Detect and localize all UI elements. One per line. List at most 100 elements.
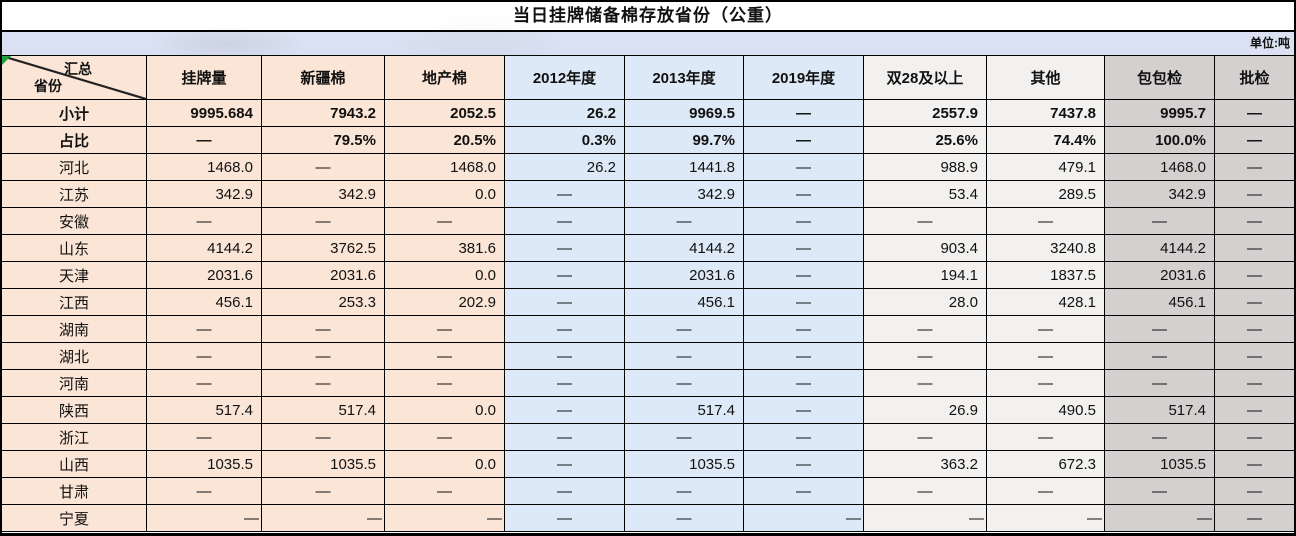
cell: — [505, 208, 625, 235]
cell: — [262, 316, 385, 343]
cell: — [147, 424, 262, 451]
cell: — [147, 505, 262, 532]
row-label: 山东 [2, 235, 147, 262]
cell: — [744, 397, 864, 424]
cell: 253.3 [262, 289, 385, 316]
cell: — [744, 478, 864, 505]
row-label: 安徽 [2, 208, 147, 235]
cell: — [1105, 424, 1215, 451]
table-row: 浙江 — — — — — — — — — — [2, 424, 1294, 451]
cell: 0.3% [505, 127, 625, 154]
cell: 2031.6 [625, 262, 744, 289]
cell: 3240.8 [987, 235, 1105, 262]
cell: — [147, 127, 262, 154]
cell: 428.1 [987, 289, 1105, 316]
cell: 9995.7 [1105, 100, 1215, 127]
cell: 4144.2 [147, 235, 262, 262]
cell: — [1215, 451, 1294, 478]
table-row: 宁夏 — — — — — — — — — — [2, 505, 1294, 532]
row-label: 河北 [2, 154, 147, 181]
column-header: 双28及以上 [864, 56, 987, 100]
cell: 342.9 [147, 181, 262, 208]
cell: — [1215, 370, 1294, 397]
cell: — [987, 478, 1105, 505]
cell: — [262, 478, 385, 505]
cell: — [987, 505, 1105, 532]
cell: 4144.2 [1105, 235, 1215, 262]
page-title: 当日挂牌储备棉存放省份（公重） [2, 2, 1294, 32]
column-header: 地产棉 [385, 56, 505, 100]
cell: — [987, 208, 1105, 235]
row-label: 山西 [2, 451, 147, 478]
row-label: 河南 [2, 370, 147, 397]
cell: — [262, 424, 385, 451]
cell: — [505, 370, 625, 397]
cell: 0.0 [385, 397, 505, 424]
cell: — [744, 505, 864, 532]
cell: — [1105, 208, 1215, 235]
cell: — [505, 478, 625, 505]
cell: — [505, 397, 625, 424]
cell: 2031.6 [1105, 262, 1215, 289]
corner-label-bottom: 省份 [34, 78, 62, 94]
cell: 1468.0 [385, 154, 505, 181]
cell: — [744, 289, 864, 316]
cell: 100.0% [1105, 127, 1215, 154]
cell: — [744, 154, 864, 181]
cell: — [147, 478, 262, 505]
table-header-row: 汇总 省份 挂牌量 新疆棉 地产棉 2012年度 2013年度 2019年度 双28及以上其… [2, 56, 1294, 100]
cell: 672.3 [987, 451, 1105, 478]
cell: — [744, 424, 864, 451]
cell: 456.1 [1105, 289, 1215, 316]
cell: — [505, 235, 625, 262]
row-label: 小计 [2, 100, 147, 127]
table-row: 天津 2031.6 2031.6 0.0—2031.6—194.1 1837.5 2031… [2, 262, 1294, 289]
cell: — [744, 262, 864, 289]
corner-label-top: 汇总 [64, 61, 92, 77]
cell: 7437.8 [987, 100, 1105, 127]
cell: — [1215, 424, 1294, 451]
cell: 1441.8 [625, 154, 744, 181]
cell: 1468.0 [1105, 154, 1215, 181]
table-row: 河北 1468.0—1468.0 26.2 1441.8—988.9 479.1 1468… [2, 154, 1294, 181]
cell: — [1215, 100, 1294, 127]
column-header: 挂牌量 [147, 56, 262, 100]
cell: — [625, 370, 744, 397]
cell: — [864, 208, 987, 235]
cell: 1035.5 [1105, 451, 1215, 478]
cell: — [625, 478, 744, 505]
cell: — [744, 100, 864, 127]
cell: — [864, 478, 987, 505]
cell: — [744, 127, 864, 154]
cell: — [744, 451, 864, 478]
row-label: 甘肃 [2, 478, 147, 505]
cell: 381.6 [385, 235, 505, 262]
cell: 1035.5 [262, 451, 385, 478]
cell: 9969.5 [625, 100, 744, 127]
row-label: 浙江 [2, 424, 147, 451]
cell: — [262, 343, 385, 370]
cell: — [1215, 127, 1294, 154]
cell: 26.9 [864, 397, 987, 424]
cell: — [262, 370, 385, 397]
cell: — [1215, 478, 1294, 505]
cell: 28.0 [864, 289, 987, 316]
cell: — [1105, 478, 1215, 505]
table-row: 山东 4144.2 3762.5 381.6—4144.2—903.4 3240.8 41… [2, 235, 1294, 262]
cell: — [147, 370, 262, 397]
cell: 0.0 [385, 181, 505, 208]
cell: — [1215, 289, 1294, 316]
cell: 0.0 [385, 262, 505, 289]
cell: — [1105, 343, 1215, 370]
cell: — [385, 505, 505, 532]
cell: — [625, 343, 744, 370]
cell: — [987, 370, 1105, 397]
corner-header-cell: 汇总 省份 [2, 56, 147, 100]
row-label: 陕西 [2, 397, 147, 424]
column-header: 新疆棉 [262, 56, 385, 100]
cell: 74.4% [987, 127, 1105, 154]
data-table: 汇总 省份 挂牌量 新疆棉 地产棉 2012年度 2013年度 2019年度 双28及以上其… [2, 56, 1294, 532]
table-row: 江苏 342.9 342.9 0.0—342.9—53.4 289.5 342.9— [2, 181, 1294, 208]
cell: — [505, 289, 625, 316]
cell: — [505, 505, 625, 532]
